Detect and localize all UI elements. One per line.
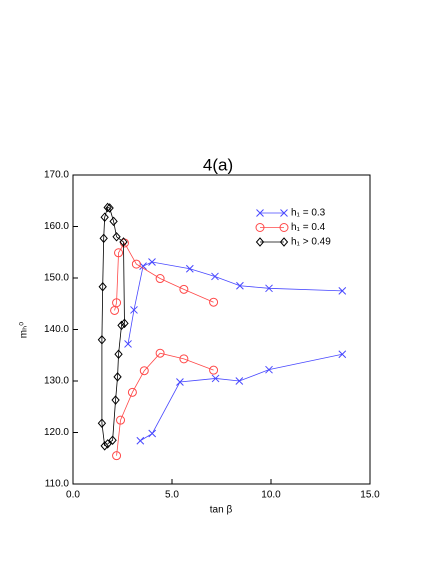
x-axis-label: tan β bbox=[210, 505, 233, 516]
y-tick-label: 170.0 bbox=[44, 170, 69, 181]
x-tick-label: 5.0 bbox=[165, 490, 179, 501]
y-tick-label: 150.0 bbox=[44, 273, 69, 284]
marker-x bbox=[136, 436, 145, 445]
marker-diamond bbox=[99, 233, 108, 244]
marker-x bbox=[176, 378, 184, 386]
marker-circle bbox=[116, 415, 126, 425]
marker-circle bbox=[209, 297, 219, 307]
x-tick-label: 15.0 bbox=[360, 490, 380, 501]
marker-circle bbox=[114, 248, 124, 258]
chart-title: 4(a) bbox=[203, 155, 233, 174]
marker-diamond bbox=[109, 216, 118, 227]
y-tick-label: 120.0 bbox=[44, 427, 69, 438]
marker-circle bbox=[139, 366, 149, 376]
marker-circle bbox=[279, 223, 289, 232]
marker-diamond bbox=[113, 372, 122, 382]
marker-diamond bbox=[112, 232, 121, 242]
marker-x bbox=[265, 365, 273, 374]
series-line bbox=[114, 242, 214, 456]
marker-x bbox=[236, 281, 244, 290]
marker-diamond bbox=[279, 237, 289, 247]
y-tick-label: 140.0 bbox=[44, 324, 69, 335]
y-tick-label: 160.0 bbox=[44, 221, 69, 232]
marker-diamond bbox=[111, 395, 120, 405]
marker-x bbox=[338, 350, 347, 359]
marker-circle bbox=[127, 387, 137, 397]
y-tick-label: 110.0 bbox=[45, 479, 70, 490]
marker-x bbox=[211, 374, 220, 383]
marker-circle bbox=[255, 223, 265, 232]
marker-x bbox=[148, 429, 157, 438]
y-tick-label: 130.0 bbox=[44, 376, 69, 387]
marker-diamond bbox=[117, 320, 126, 331]
marker-circle bbox=[155, 348, 165, 358]
marker-diamond bbox=[255, 237, 265, 247]
marker-diamond bbox=[100, 441, 109, 451]
marker-diamond bbox=[97, 335, 107, 345]
marker-x bbox=[280, 209, 288, 217]
marker-circle bbox=[131, 259, 141, 269]
marker-circle bbox=[112, 298, 122, 308]
marker-x bbox=[211, 272, 219, 281]
marker-diamond bbox=[98, 281, 107, 292]
marker-diamond bbox=[103, 202, 112, 213]
marker-diamond bbox=[119, 237, 128, 247]
x-tick-label: 10.0 bbox=[261, 490, 281, 501]
marker-circle bbox=[179, 354, 189, 364]
marker-diamond bbox=[105, 203, 114, 213]
marker-x bbox=[185, 264, 194, 273]
marker-x bbox=[338, 287, 347, 295]
marker-circle bbox=[179, 284, 189, 294]
marker-diamond bbox=[108, 435, 117, 445]
marker-diamond bbox=[97, 418, 107, 428]
y-axis-label: mₕ⁰ bbox=[19, 322, 30, 338]
marker-circle bbox=[112, 451, 122, 461]
legend-label: h₁ > 0.49 bbox=[291, 237, 331, 248]
marker-diamond bbox=[114, 349, 123, 359]
marker-diamond bbox=[100, 212, 109, 222]
legend-label: h₁ = 0.3 bbox=[291, 208, 326, 219]
marker-x bbox=[148, 258, 156, 266]
marker-x bbox=[235, 377, 244, 385]
series-line bbox=[127, 261, 343, 442]
legend-label: h₁ = 0.4 bbox=[291, 222, 326, 233]
marker-diamond bbox=[103, 439, 112, 449]
marker-x bbox=[130, 306, 138, 314]
marker-x bbox=[265, 284, 273, 293]
marker-x bbox=[124, 340, 132, 348]
marker-circle bbox=[209, 365, 219, 375]
marker-x bbox=[256, 209, 264, 217]
marker-circle bbox=[155, 274, 165, 284]
x-tick-label: 0.0 bbox=[66, 490, 80, 501]
